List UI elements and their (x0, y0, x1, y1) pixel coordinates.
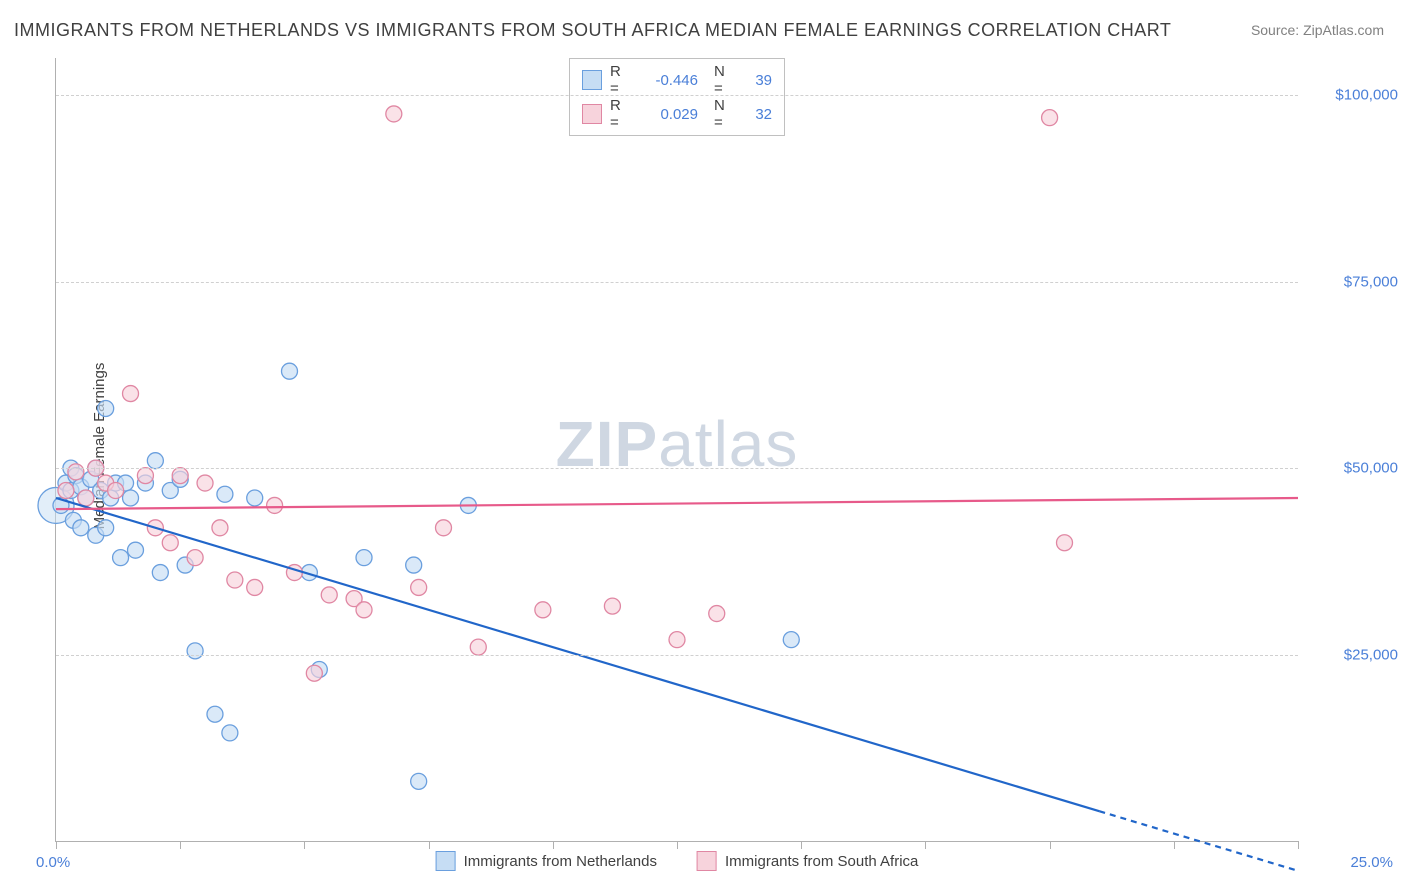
scatter-marker (386, 106, 402, 122)
scatter-marker (470, 639, 486, 655)
legend-series-item: Immigrants from Netherlands (436, 851, 657, 871)
regression-line-extrap (1099, 811, 1298, 871)
x-tick (553, 841, 554, 849)
legend-series-label: Immigrants from Netherlands (464, 853, 657, 870)
gridline (56, 282, 1298, 283)
scatter-marker (222, 725, 238, 741)
x-tick (677, 841, 678, 849)
legend-n-value: 39 (744, 72, 772, 89)
scatter-marker (187, 643, 203, 659)
scatter-marker (247, 579, 263, 595)
scatter-svg (56, 58, 1298, 841)
scatter-marker (187, 550, 203, 566)
scatter-marker (152, 565, 168, 581)
plot-area: ZIPatlas R =-0.446N =39R =0.029N =32 0.0… (55, 58, 1298, 842)
scatter-marker (127, 542, 143, 558)
y-tick-label: $100,000 (1335, 87, 1398, 104)
scatter-marker (113, 550, 129, 566)
x-tick (801, 841, 802, 849)
scatter-marker (68, 464, 84, 480)
scatter-marker (58, 483, 74, 499)
scatter-marker (172, 468, 188, 484)
scatter-marker (321, 587, 337, 603)
legend-top-row: R = -0.446 N = 39 (582, 63, 772, 97)
scatter-marker (356, 602, 372, 618)
scatter-marker (98, 520, 114, 536)
y-tick-label: $50,000 (1344, 460, 1398, 477)
correlation-legend: R = -0.446 N = 39 R = 0.029 N = 32 (569, 58, 785, 136)
chart-title: IMMIGRANTS FROM NETHERLANDS VS IMMIGRANT… (14, 20, 1171, 41)
scatter-marker (78, 490, 94, 506)
scatter-marker (281, 363, 297, 379)
legend-n-label: N = (714, 97, 736, 131)
regression-line (56, 498, 1298, 509)
scatter-marker (1057, 535, 1073, 551)
x-tick (56, 841, 57, 849)
scatter-marker (98, 400, 114, 416)
scatter-marker (306, 665, 322, 681)
scatter-marker (227, 572, 243, 588)
legend-swatch (436, 851, 456, 871)
legend-r-value: -0.446 (640, 72, 698, 89)
scatter-marker (535, 602, 551, 618)
y-tick-label: $75,000 (1344, 273, 1398, 290)
legend-top-row: R = 0.029 N = 32 (582, 97, 772, 131)
scatter-marker (247, 490, 263, 506)
scatter-marker (709, 606, 725, 622)
scatter-marker (356, 550, 372, 566)
scatter-marker (123, 490, 139, 506)
x-tick (1298, 841, 1299, 849)
source-label: Source: ZipAtlas.com (1251, 22, 1384, 38)
scatter-marker (669, 632, 685, 648)
scatter-marker (108, 483, 124, 499)
legend-series-item: Immigrants from South Africa (697, 851, 918, 871)
scatter-marker (436, 520, 452, 536)
legend-series-label: Immigrants from South Africa (725, 853, 918, 870)
legend-swatch (697, 851, 717, 871)
legend-r-value: 0.029 (640, 106, 698, 123)
scatter-marker (212, 520, 228, 536)
series-legend: Immigrants from Netherlands Immigrants fr… (436, 851, 919, 871)
x-tick (1174, 841, 1175, 849)
legend-r-label: R = (610, 63, 632, 97)
scatter-marker (162, 535, 178, 551)
scatter-marker (123, 386, 139, 402)
gridline (56, 655, 1298, 656)
y-tick-label: $25,000 (1344, 646, 1398, 663)
scatter-marker (217, 486, 233, 502)
legend-swatch (582, 104, 602, 124)
x-tick (429, 841, 430, 849)
gridline (56, 468, 1298, 469)
scatter-marker (147, 453, 163, 469)
legend-swatch (582, 70, 602, 90)
gridline (56, 95, 1298, 96)
scatter-marker (783, 632, 799, 648)
scatter-marker (73, 520, 89, 536)
scatter-marker (411, 773, 427, 789)
scatter-marker (411, 579, 427, 595)
scatter-marker (267, 497, 283, 513)
x-tick (180, 841, 181, 849)
scatter-marker (197, 475, 213, 491)
legend-n-label: N = (714, 63, 736, 97)
scatter-marker (604, 598, 620, 614)
scatter-marker (137, 468, 153, 484)
x-tick (1050, 841, 1051, 849)
scatter-marker (207, 706, 223, 722)
legend-r-label: R = (610, 97, 632, 131)
scatter-marker (406, 557, 422, 573)
x-min-label: 0.0% (36, 854, 70, 871)
scatter-marker (1042, 110, 1058, 126)
x-max-label: 25.0% (1350, 854, 1393, 871)
legend-n-value: 32 (744, 106, 772, 123)
x-tick (304, 841, 305, 849)
x-tick (925, 841, 926, 849)
